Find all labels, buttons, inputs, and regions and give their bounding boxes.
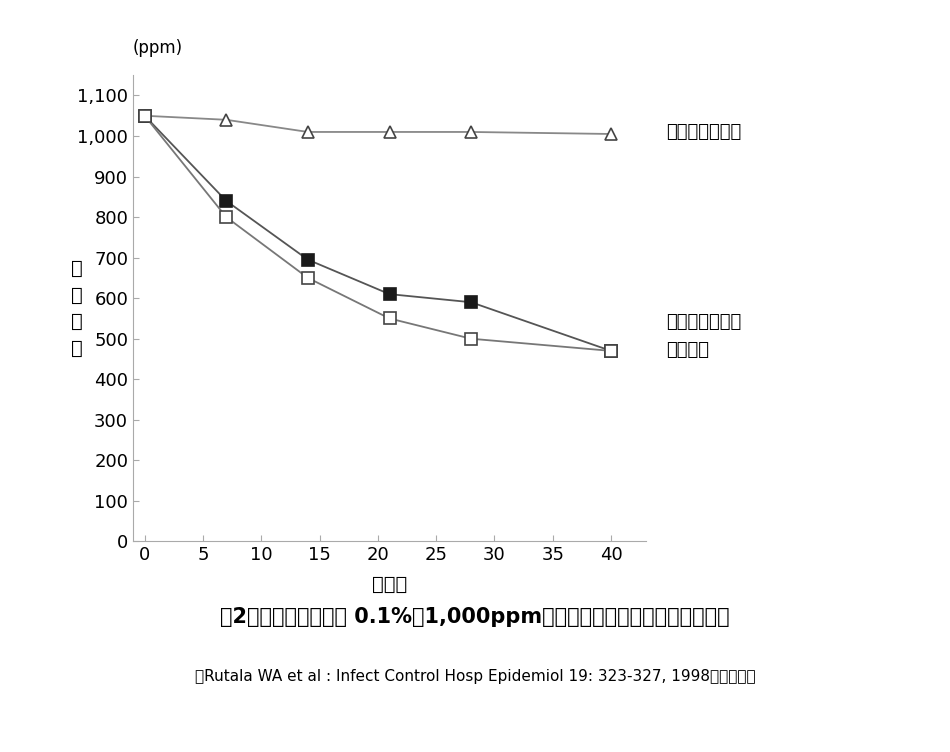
Text: 〔Rutala WA et al : Infect Control Hosp Epidemiol 19: 323-327, 1998より引用〕: 〔Rutala WA et al : Infect Control Hosp E… — [195, 669, 755, 684]
Text: (ppm): (ppm) — [133, 38, 183, 56]
Text: 図2．各種容器中での 0.1%（1,000ppm）次亜塩素酸ナトリウムの安定性: 図2．各種容器中での 0.1%（1,000ppm）次亜塩素酸ナトリウムの安定性 — [220, 607, 730, 626]
Text: 有
効
塩
素: 有 効 塩 素 — [70, 259, 83, 357]
X-axis label: 日　数: 日 数 — [371, 575, 408, 594]
Text: 透明の気密容器: 透明の気密容器 — [667, 314, 742, 332]
Text: 褐色の気密容器: 褐色の気密容器 — [667, 123, 742, 141]
Text: 開放容器: 開放容器 — [667, 341, 710, 359]
